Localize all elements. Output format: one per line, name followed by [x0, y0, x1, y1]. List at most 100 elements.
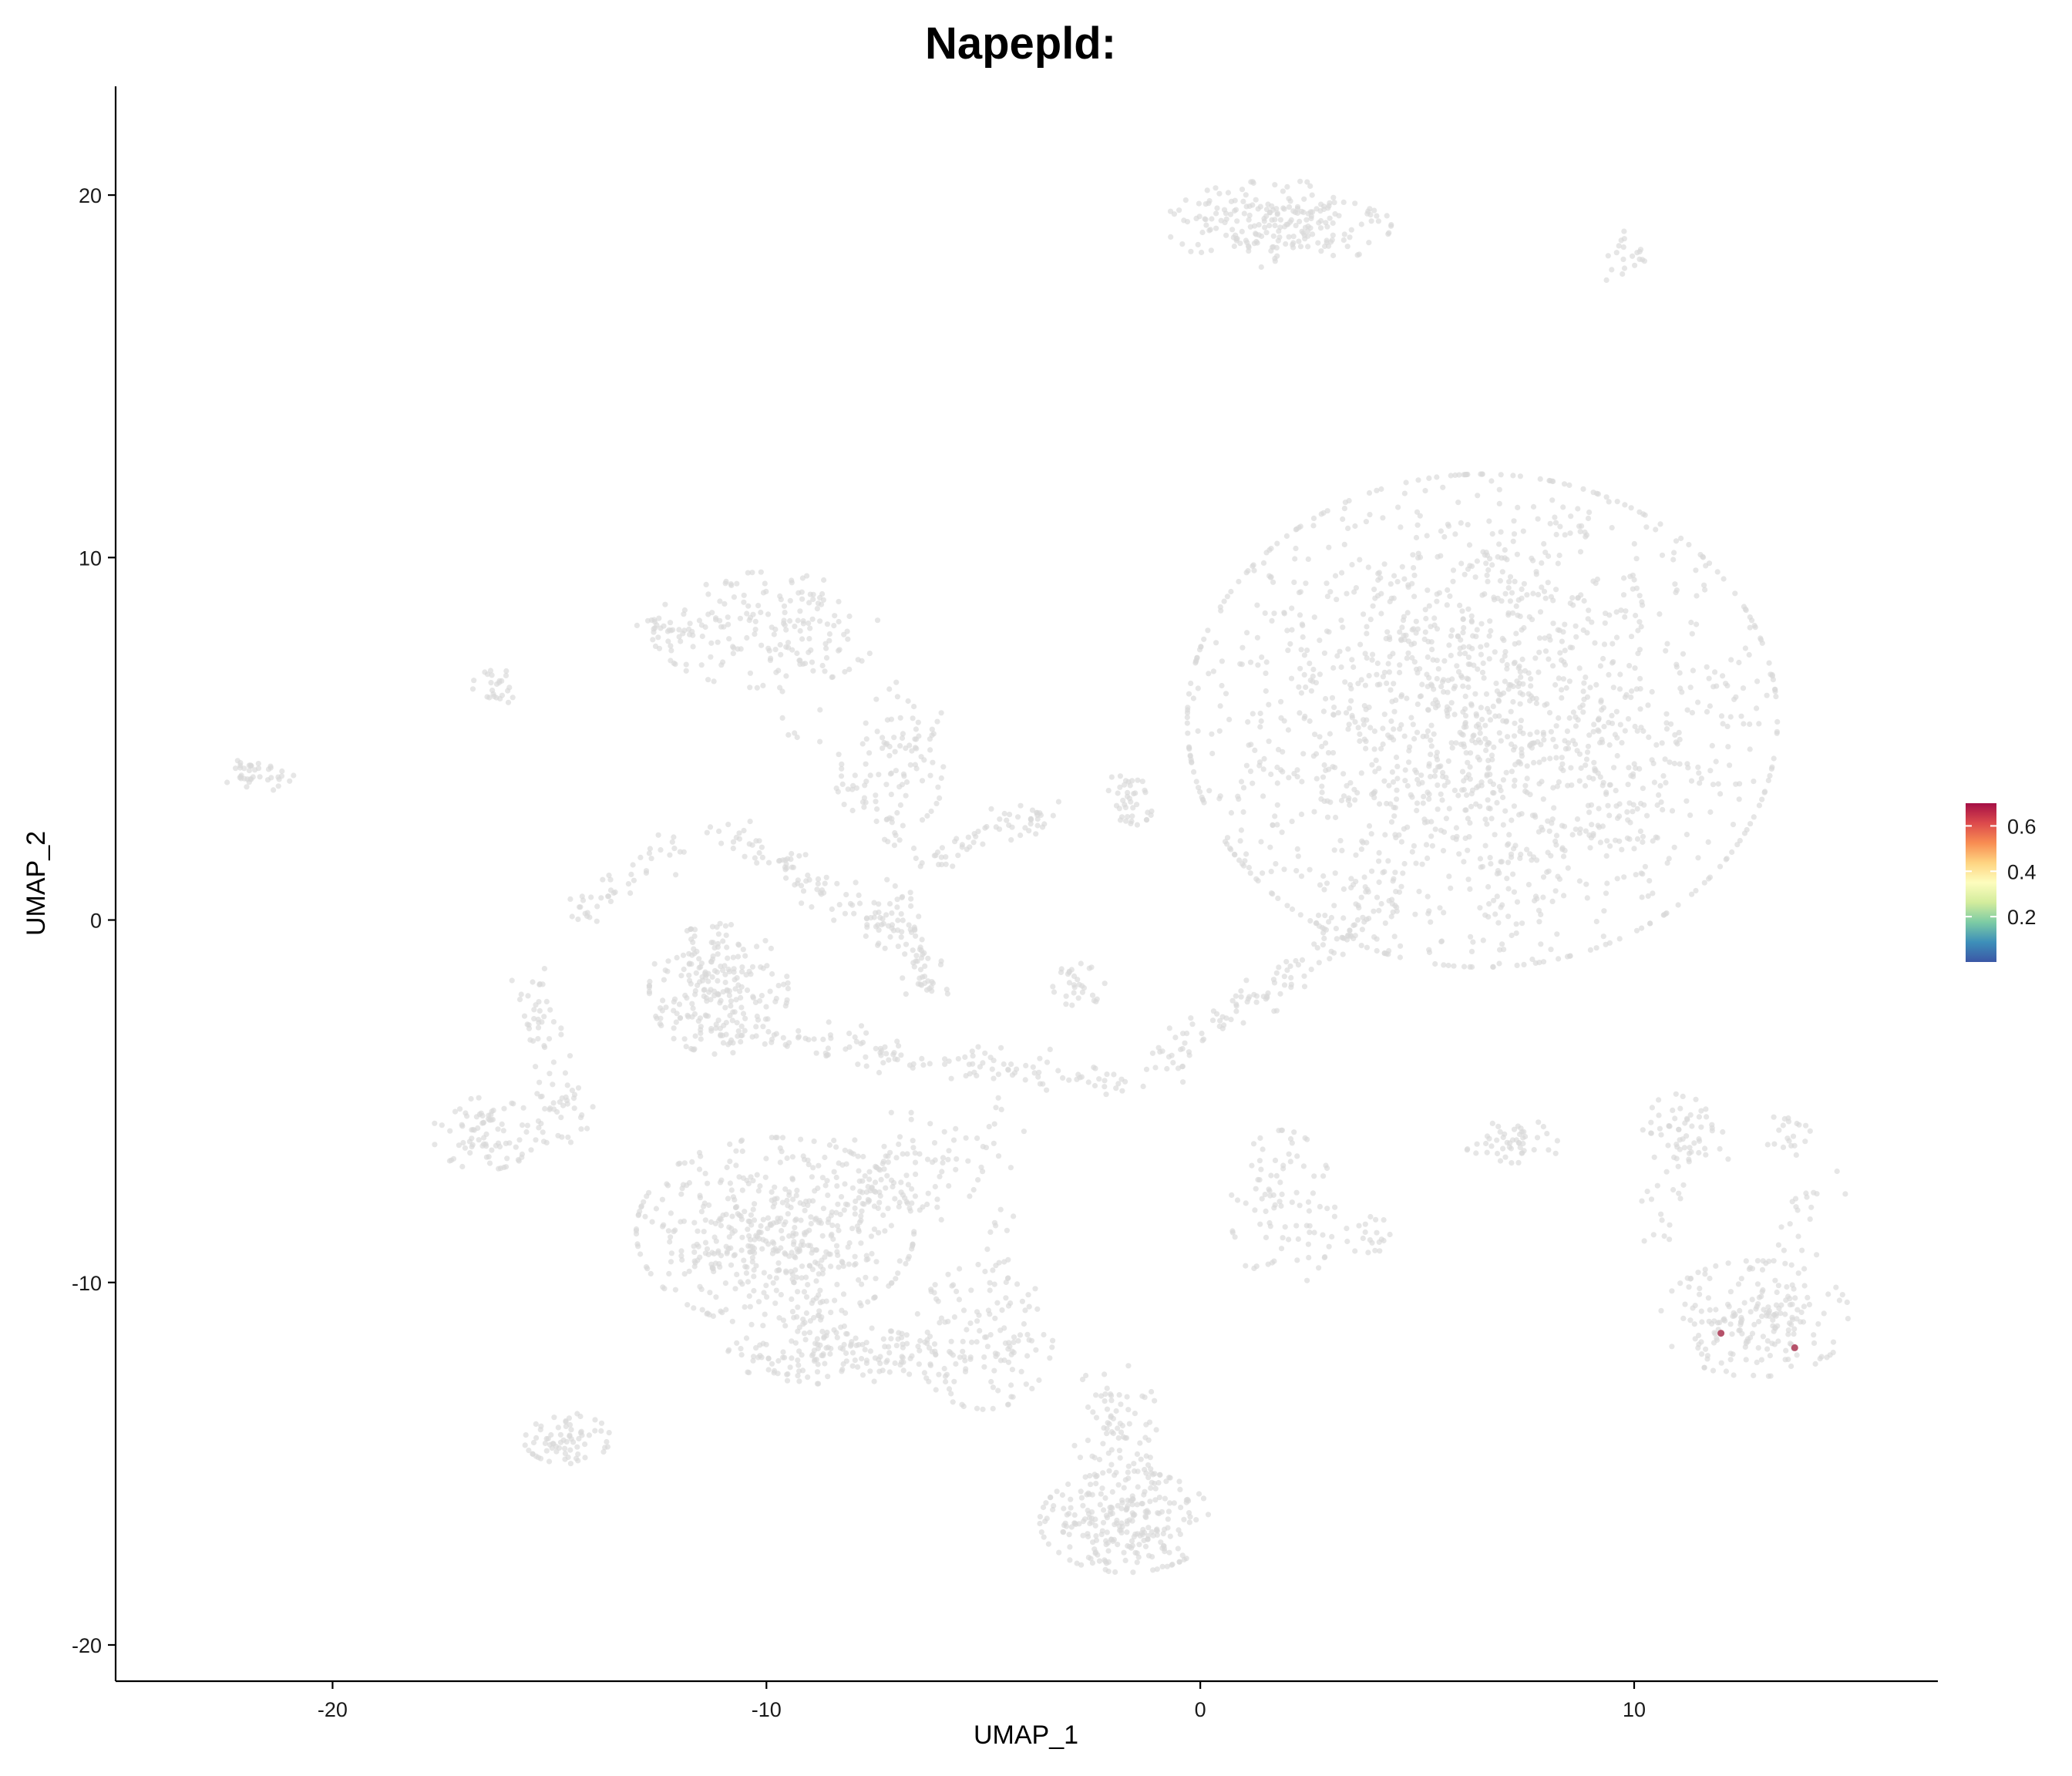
- cell-point: [1553, 587, 1559, 593]
- cell-point: [1511, 1126, 1518, 1132]
- cell-point: [1713, 758, 1719, 765]
- cell-point: [1821, 1310, 1827, 1317]
- cell-point: [882, 1344, 888, 1350]
- cell-point: [1317, 734, 1323, 740]
- cell-point: [681, 1036, 688, 1042]
- cell-point: [1011, 1334, 1018, 1340]
- cell-point: [637, 1251, 644, 1257]
- cell-point: [1514, 678, 1520, 684]
- cell-point: [1217, 1018, 1223, 1024]
- cell-point: [668, 1259, 674, 1265]
- cell-point: [977, 1327, 983, 1334]
- cell-point: [1199, 1038, 1206, 1044]
- cell-point: [955, 1056, 961, 1062]
- cell-point: [866, 1176, 873, 1182]
- cell-point: [1405, 650, 1411, 656]
- cell-point: [680, 952, 687, 958]
- cell-point: [780, 1034, 786, 1041]
- cell-point: [852, 1137, 858, 1143]
- cell-point: [893, 1155, 900, 1161]
- cell-point: [1532, 960, 1539, 966]
- cell-point: [1289, 819, 1295, 825]
- cell-point: [1697, 1285, 1703, 1292]
- cell-point: [1356, 1223, 1362, 1229]
- cell-point: [655, 634, 661, 641]
- cell-point: [723, 578, 729, 585]
- cell-point: [741, 592, 747, 598]
- cell-point: [722, 923, 729, 929]
- cell-point: [683, 1044, 689, 1050]
- cell-point: [1711, 1330, 1717, 1336]
- cell-point: [894, 694, 900, 700]
- cell-point: [888, 1328, 895, 1334]
- cell-point: [1749, 617, 1755, 624]
- cell-point: [796, 590, 802, 596]
- cell-point: [718, 840, 725, 846]
- cell-point: [1573, 634, 1579, 640]
- cell-point: [550, 1081, 556, 1088]
- cell-point: [1533, 695, 1539, 702]
- cell-point: [1467, 661, 1473, 668]
- cell-point: [1045, 1541, 1051, 1547]
- cell-point: [1263, 1234, 1270, 1240]
- cell-point: [275, 783, 281, 789]
- cell-point: [1530, 590, 1536, 597]
- cell-point: [1424, 671, 1430, 678]
- cell-point: [853, 880, 859, 886]
- cell-point: [681, 1218, 688, 1224]
- cell-point: [880, 920, 886, 927]
- cell-point: [1785, 1327, 1791, 1334]
- cell-point: [1341, 541, 1347, 548]
- cell-point: [1730, 822, 1737, 828]
- cell-point: [755, 1188, 762, 1194]
- cell-point: [1607, 843, 1613, 849]
- cell-point: [577, 1413, 584, 1420]
- cell-point: [758, 964, 764, 970]
- cell-point: [760, 590, 767, 596]
- cell-point: [1494, 799, 1500, 806]
- cell-point: [1166, 1475, 1172, 1481]
- cell-point: [924, 1329, 930, 1335]
- cell-point: [835, 1252, 841, 1258]
- cell-point: [1270, 579, 1276, 585]
- cell-point: [1504, 876, 1510, 882]
- cell-point: [1169, 1052, 1175, 1058]
- cell-point: [1283, 533, 1290, 540]
- cell-point: [1310, 753, 1317, 759]
- cell-point: [745, 1279, 752, 1285]
- cell-point: [728, 922, 735, 928]
- cell-point: [1488, 478, 1495, 484]
- cell-point: [1372, 1247, 1378, 1253]
- cell-point: [1327, 956, 1333, 962]
- cell-point: [1704, 708, 1710, 715]
- cell-point: [1088, 1482, 1094, 1488]
- cell-point: [1635, 651, 1641, 657]
- cell-point: [1517, 690, 1523, 696]
- cell-point: [777, 641, 783, 648]
- cell-point: [456, 1142, 462, 1149]
- cell-point: [1693, 1096, 1699, 1102]
- cell-point: [739, 1187, 745, 1193]
- cell-point: [1689, 891, 1695, 897]
- cell-point: [1142, 1435, 1149, 1441]
- cell-point: [1102, 1078, 1108, 1084]
- cell-point: [1083, 1372, 1089, 1379]
- cell-point: [803, 878, 809, 884]
- cell-point: [1414, 626, 1421, 632]
- cell-point: [1335, 710, 1341, 716]
- cell-point: [1738, 1314, 1744, 1320]
- cell-point: [1441, 962, 1447, 968]
- cell-point: [681, 966, 687, 973]
- cell-point: [475, 1125, 481, 1132]
- cell-point: [900, 731, 906, 737]
- cell-point: [705, 1013, 711, 1019]
- cell-point: [913, 1171, 919, 1177]
- cell-point: [1305, 1241, 1311, 1247]
- cell-point: [1113, 1085, 1119, 1092]
- cell-point: [1113, 1520, 1120, 1526]
- cell-point: [1108, 1462, 1115, 1468]
- cell-point: [687, 631, 693, 637]
- cell-point: [1634, 836, 1641, 842]
- cell-point: [804, 573, 810, 579]
- cell-point: [709, 923, 716, 930]
